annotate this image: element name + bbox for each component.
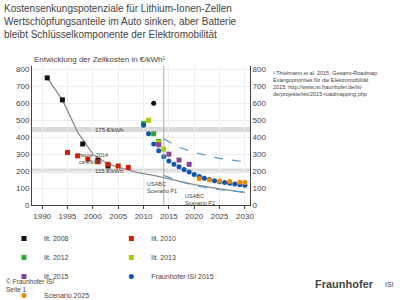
svg-text:lit. 2015: lit. 2015 xyxy=(44,273,69,280)
svg-text:2020: 2020 xyxy=(185,212,203,221)
svg-text:800: 800 xyxy=(16,65,30,74)
svg-text:Entwicklung der Zellkosten in: Entwicklung der Zellkosten in €/kWh¹ xyxy=(34,55,166,64)
svg-text:175 €/kWh: 175 €/kWh xyxy=(95,127,124,133)
svg-text:1995: 1995 xyxy=(59,212,77,221)
svg-text:lit. 2010: lit. 2010 xyxy=(151,235,176,242)
svg-text:2030: 2030 xyxy=(236,212,254,221)
svg-text:lit. 2008: lit. 2008 xyxy=(44,235,69,242)
svg-text:2010: 2010 xyxy=(135,212,153,221)
svg-text:© Fraunhofer ISISeite 1: © Fraunhofer ISISeite 1 xyxy=(6,278,54,293)
svg-text:300: 300 xyxy=(253,150,267,159)
svg-text:Fraunhofer: Fraunhofer xyxy=(315,278,374,290)
svg-text:500: 500 xyxy=(16,116,30,125)
svg-text:700: 700 xyxy=(16,82,30,91)
svg-text:500: 500 xyxy=(253,116,267,125)
svg-text:600: 600 xyxy=(16,99,30,108)
svg-text:¹ Thielmann et al. 2015, Gesam: ¹ Thielmann et al. 2015, Gesamt-RoadmapE… xyxy=(273,70,377,97)
svg-text:100: 100 xyxy=(16,184,30,193)
svg-text:400: 400 xyxy=(253,133,267,142)
svg-text:200: 200 xyxy=(16,167,30,176)
svg-text:1990: 1990 xyxy=(33,212,51,221)
svg-text:100: 100 xyxy=(253,184,267,193)
svg-text:700: 700 xyxy=(253,82,267,91)
svg-text:0: 0 xyxy=(25,201,30,210)
svg-text:USABCScenario P1: USABCScenario P1 xyxy=(147,181,177,194)
svg-text:800: 800 xyxy=(253,65,267,74)
svg-text:heute: 2014ca €/kWh: heute: 2014ca €/kWh xyxy=(79,152,108,165)
svg-text:2000: 2000 xyxy=(84,212,102,221)
svg-text:300: 300 xyxy=(16,150,30,159)
svg-text:200: 200 xyxy=(253,167,267,176)
svg-text:Kostensenkungspotenziale für L: Kostensenkungspotenziale für Lithium-Ion… xyxy=(4,3,237,40)
svg-text:2005: 2005 xyxy=(109,212,127,221)
svg-text:lit. 2013: lit. 2013 xyxy=(151,254,176,261)
svg-text:lit. 2012: lit. 2012 xyxy=(44,254,69,261)
svg-text:115 €/kWh: 115 €/kWh xyxy=(95,168,123,174)
svg-text:2015: 2015 xyxy=(160,212,178,221)
svg-text:Scenario 2025: Scenario 2025 xyxy=(44,292,89,299)
svg-text:ISI: ISI xyxy=(385,281,394,288)
svg-text:0: 0 xyxy=(253,201,258,210)
svg-text:USABCScenario P2: USABCScenario P2 xyxy=(185,193,215,206)
svg-text:Fraunhofer ISI 2015: Fraunhofer ISI 2015 xyxy=(151,273,213,280)
svg-text:600: 600 xyxy=(253,99,267,108)
svg-text:400: 400 xyxy=(16,133,30,142)
svg-text:2025: 2025 xyxy=(211,212,229,221)
